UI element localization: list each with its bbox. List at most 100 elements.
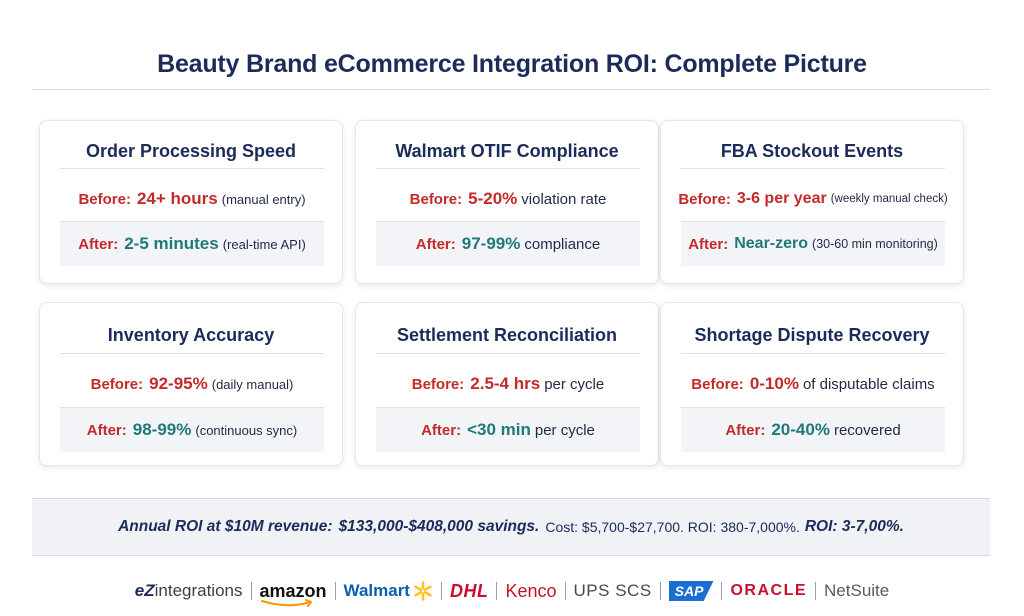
walmart-wordmark: Walmart	[343, 581, 410, 600]
amazon-smile-icon	[260, 598, 313, 607]
before-note: (weekly manual check)	[830, 193, 948, 205]
after-value: <30 min	[467, 420, 531, 439]
summary-savings: $133,000-$408,000 savings.	[338, 518, 540, 535]
before-value: 92-95%	[149, 374, 208, 393]
ups-scs-logo: UPS SCS	[573, 581, 652, 600]
card-divider	[60, 353, 324, 354]
after-row: After: <30 min per cycle	[376, 408, 640, 452]
card-title: Order Processing Speed	[85, 141, 297, 161]
after-value: Near-zero	[734, 235, 809, 252]
row-divider	[376, 221, 640, 222]
before-label: Before:	[90, 375, 144, 393]
ezintegrations-logo: eZ integrations	[127, 581, 251, 601]
after-label: After:	[78, 235, 119, 253]
kenco-logo: Kenco	[505, 580, 557, 601]
logo-separator	[250, 582, 252, 600]
card-divider	[681, 168, 945, 169]
before-value: 2.5-4 hrs	[470, 374, 541, 393]
after-note: recovered	[833, 421, 901, 439]
before-value: 0-10%	[749, 374, 799, 393]
after-label: After:	[86, 421, 127, 439]
ez-brand-text: integrations	[154, 581, 243, 600]
before-note: (manual entry)	[221, 191, 306, 207]
row-divider	[376, 407, 640, 408]
after-label: After:	[688, 235, 729, 253]
card-inventory-accuracy: Inventory Accuracy Before: 92-95% (daily…	[39, 302, 343, 466]
before-note: violation rate	[521, 190, 607, 208]
roi-summary-bar: Annual ROI at $10M revenue: $133,000-$40…	[32, 498, 990, 556]
before-value: 3-6 per year	[736, 190, 827, 207]
title-divider	[32, 89, 990, 90]
card-title: FBA Stockout Events	[720, 141, 904, 161]
logo-separator	[721, 582, 723, 600]
card-title: Shortage Dispute Recovery	[694, 325, 930, 345]
after-label: After:	[725, 421, 766, 439]
row-divider	[60, 407, 324, 408]
summary-roi: ROI: 3-7,00%.	[804, 518, 904, 535]
card-settlement-reconciliation: Settlement Reconciliation Before: 2.5-4 …	[355, 302, 659, 466]
logo-separator	[440, 582, 442, 600]
logo-separator	[496, 582, 498, 600]
after-note: compliance	[524, 235, 601, 253]
summary-cost: Cost: $5,700-$27,700. ROI: 380-7,000%.	[545, 519, 800, 535]
logo-separator	[334, 582, 336, 600]
row-divider	[60, 221, 324, 222]
after-note: (continuous sync)	[195, 422, 298, 438]
dhl-logo: DHL	[449, 580, 489, 601]
logo-separator	[815, 582, 817, 600]
before-label: Before:	[678, 190, 731, 208]
after-value: 2-5 minutes	[124, 234, 219, 253]
before-row: Before: 24+ hours (manual entry)	[60, 177, 324, 221]
card-divider	[376, 168, 640, 169]
before-row: Before: 0-10% of disputable claims	[681, 362, 945, 406]
card-title: Inventory Accuracy	[107, 325, 275, 345]
before-label: Before:	[691, 375, 744, 393]
after-label: After:	[415, 235, 456, 253]
after-label: After:	[421, 421, 462, 439]
before-row: Before: 2.5-4 hrs per cycle	[376, 362, 640, 406]
before-note: (daily manual)	[211, 376, 294, 392]
amazon-wordmark: amazon	[259, 580, 327, 601]
before-note: of disputable claims	[802, 375, 935, 393]
after-note: (real-time API)	[222, 236, 306, 252]
card-divider	[681, 353, 945, 354]
row-divider	[681, 221, 945, 222]
walmart-spark-icon	[414, 581, 432, 601]
before-row: Before: 3-6 per year (weekly manual chec…	[678, 177, 948, 221]
card-divider	[60, 168, 324, 169]
before-note: per cycle	[544, 375, 605, 393]
after-value: 97-99%	[461, 234, 521, 253]
row-divider	[681, 407, 945, 408]
sap-wordmark: SAP	[668, 581, 714, 601]
before-value: 24+ hours	[136, 189, 218, 208]
before-row: Before: 92-95% (daily manual)	[60, 362, 324, 406]
card-title: Settlement Reconciliation	[396, 325, 618, 345]
before-value: 5-20%	[468, 189, 518, 208]
before-row: Before: 5-20% violation rate	[376, 177, 640, 221]
card-shortage-dispute-recovery: Shortage Dispute Recovery Before: 0-10% …	[660, 302, 964, 466]
after-note: per cycle	[534, 421, 595, 439]
after-row: After: 2-5 minutes (real-time API)	[60, 222, 324, 266]
after-row: After: 97-99% compliance	[376, 222, 640, 266]
ez-brand-mark: eZ	[134, 581, 155, 600]
after-note: (30-60 min monitoring)	[812, 237, 938, 251]
after-row: After: 20-40% recovered	[681, 408, 945, 452]
after-row: After: 98-99% (continuous sync)	[60, 408, 324, 452]
card-fba-stockout-events: FBA Stockout Events Before: 3-6 per year…	[660, 120, 964, 284]
card-order-processing-speed: Order Processing Speed Before: 24+ hours…	[39, 120, 343, 284]
logo-separator	[659, 582, 661, 600]
page-title: Beauty Brand eCommerce Integration ROI: …	[157, 50, 867, 78]
partner-logos: eZ integrations amazon Walmart DHL Kenco …	[0, 574, 1024, 608]
sap-logo: SAP	[661, 581, 722, 601]
oracle-logo: ORACLE	[730, 582, 808, 599]
before-label: Before:	[411, 375, 465, 393]
amazon-logo: amazon	[252, 580, 335, 607]
card-title: Walmart OTIF Compliance	[395, 141, 619, 161]
after-value: 98-99%	[132, 420, 192, 439]
logo-separator	[564, 582, 566, 600]
netsuite-logo: NetSuite	[824, 581, 890, 600]
card-walmart-otif-compliance: Walmart OTIF Compliance Before: 5-20% vi…	[355, 120, 659, 284]
after-value: 20-40%	[771, 420, 830, 439]
before-label: Before:	[409, 190, 463, 208]
walmart-logo: Walmart	[336, 581, 441, 601]
